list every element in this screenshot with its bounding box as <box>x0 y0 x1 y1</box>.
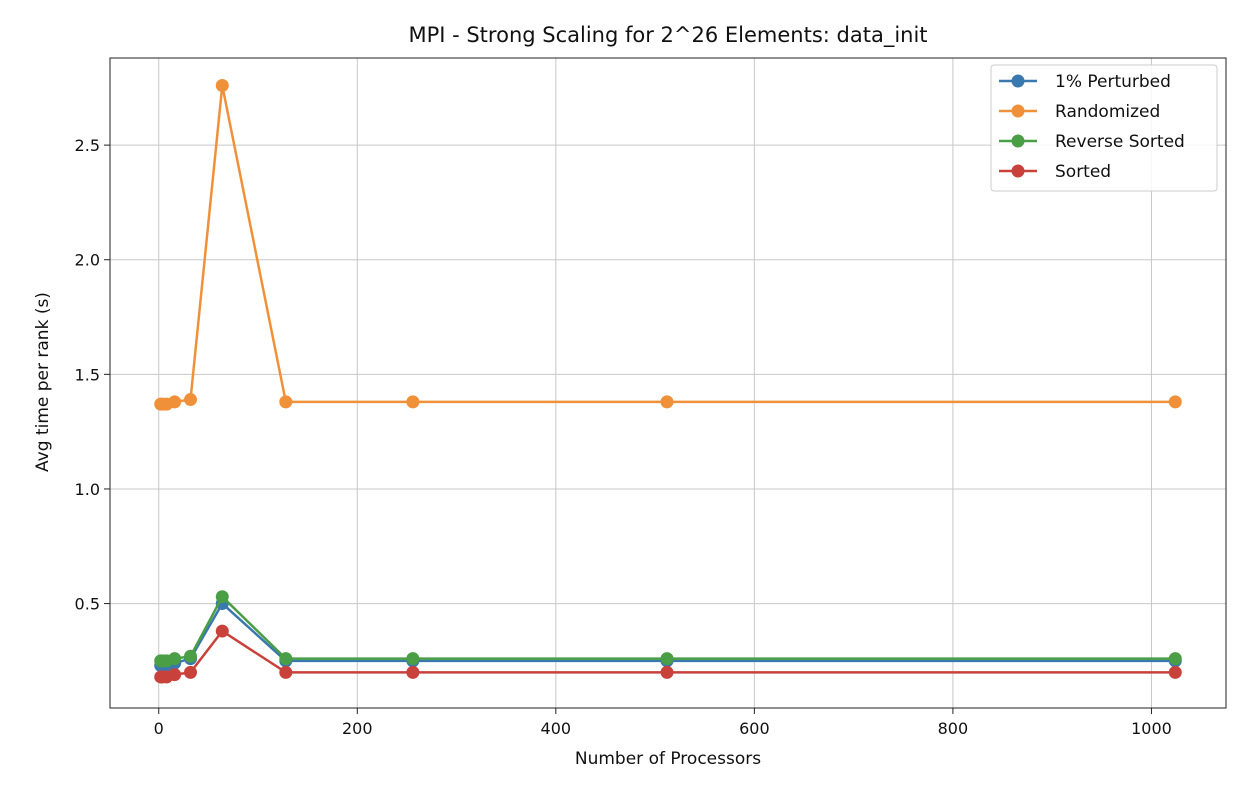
y-tick-label: 1.5 <box>75 365 100 384</box>
x-tick-label: 800 <box>938 719 969 738</box>
data-point <box>660 652 674 666</box>
data-point <box>1168 652 1182 666</box>
y-axis-ticks: 0.5 1.0 1.5 2.0 2.5 <box>75 136 110 614</box>
x-tick-label: 600 <box>739 719 770 738</box>
data-point <box>215 624 229 638</box>
data-point <box>1168 665 1182 679</box>
x-axis-label: Number of Processors <box>575 749 761 769</box>
data-point <box>406 395 420 409</box>
data-point <box>279 652 293 666</box>
x-axis-ticks: 0 200 400 600 800 1000 <box>154 708 1172 738</box>
legend-item: Sorted <box>999 162 1111 182</box>
data-point <box>1168 395 1182 409</box>
data-point <box>168 652 182 666</box>
data-point <box>184 393 198 407</box>
y-axis-label: Avg time per rank (s) <box>33 292 53 472</box>
data-point <box>184 649 198 663</box>
legend-box <box>990 64 1218 192</box>
y-tick-label: 1.0 <box>75 480 100 499</box>
data-point <box>215 590 229 604</box>
legend-item: Reverse Sorted <box>999 132 1185 152</box>
data-point <box>406 652 420 666</box>
data-point <box>168 668 182 682</box>
legend-label: Sorted <box>1055 162 1111 182</box>
legend-marker <box>1011 104 1025 118</box>
y-tick-label: 2.5 <box>75 136 100 155</box>
y-tick-label: 2.0 <box>75 251 100 270</box>
series-sorted <box>154 624 1182 684</box>
y-tick-label: 0.5 <box>75 595 100 614</box>
chart-title: MPI - Strong Scaling for 2^26 Elements: … <box>408 23 927 48</box>
series-reverse-sorted <box>154 590 1182 668</box>
data-point <box>660 665 674 679</box>
data-point <box>279 395 293 409</box>
data-point <box>215 79 229 93</box>
legend-item: Randomized <box>999 102 1160 122</box>
legend-label: 1% Perturbed <box>1055 72 1171 92</box>
x-tick-label: 400 <box>541 719 572 738</box>
legend: 1% Perturbed Randomized Reverse Sorted Sort… <box>990 64 1218 192</box>
data-point <box>406 665 420 679</box>
legend-marker <box>1011 74 1025 88</box>
legend-label: Reverse Sorted <box>1055 132 1185 152</box>
legend-label: Randomized <box>1055 102 1160 122</box>
series-randomized <box>154 79 1182 411</box>
data-point <box>279 665 293 679</box>
series-layer <box>154 79 1182 684</box>
data-point <box>660 395 674 409</box>
x-tick-label: 1000 <box>1131 719 1172 738</box>
legend-marker <box>1011 164 1025 178</box>
data-point <box>168 395 182 409</box>
data-point <box>184 665 198 679</box>
legend-marker <box>1011 134 1025 148</box>
x-tick-label: 0 <box>154 719 164 738</box>
legend-item: 1% Perturbed <box>999 72 1171 92</box>
plot-area-frame <box>109 57 1227 709</box>
x-tick-label: 200 <box>342 719 373 738</box>
